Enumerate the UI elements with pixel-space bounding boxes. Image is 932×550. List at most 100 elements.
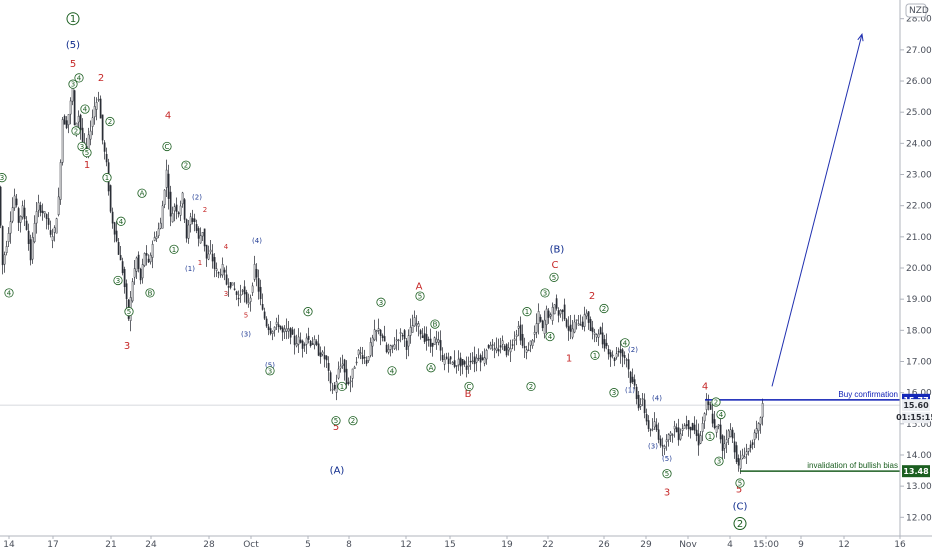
y-tick-label: 21.00 xyxy=(906,233,932,243)
candle-body xyxy=(445,356,448,359)
invalidation-label: invalidation of bullish bias xyxy=(807,461,898,470)
candle-body xyxy=(723,443,726,449)
wave-label: 5 xyxy=(334,417,338,425)
candle xyxy=(313,335,316,350)
candle xyxy=(637,391,640,411)
wave-label: (5) xyxy=(662,455,672,463)
candle-body xyxy=(599,327,602,335)
candle xyxy=(291,326,294,335)
candle xyxy=(595,333,598,342)
wave-label: 5 xyxy=(418,293,422,301)
candle-body xyxy=(231,282,234,286)
wave-label: 3 xyxy=(116,277,120,285)
candle xyxy=(147,254,150,263)
candle xyxy=(155,231,158,243)
candle-body xyxy=(155,236,158,239)
candle xyxy=(613,356,616,367)
price-axis[interactable]: 28.00 27.00 26.00 25.00 24.00 23.00 22.00 21.00… xyxy=(899,0,932,550)
candle-body xyxy=(747,447,750,452)
x-tick-label: 9 xyxy=(798,540,804,550)
candle xyxy=(397,338,400,351)
candle-body xyxy=(131,281,134,302)
candle-body xyxy=(661,445,664,447)
candle-body xyxy=(591,327,594,333)
candle-body xyxy=(541,320,544,329)
y-tick-label: 13.00 xyxy=(906,482,932,492)
candle-body xyxy=(65,120,68,129)
candle xyxy=(171,206,174,223)
candle xyxy=(121,257,124,276)
candle xyxy=(519,316,522,345)
candle xyxy=(9,211,12,244)
candle-body xyxy=(113,222,116,235)
candle xyxy=(741,448,744,460)
candle-body xyxy=(577,323,580,326)
wave-label-circle xyxy=(68,79,78,89)
candle xyxy=(669,431,672,443)
candle xyxy=(597,329,600,346)
candle-body xyxy=(493,348,496,351)
wave-label: 1 xyxy=(84,160,90,171)
wave-label: 4 xyxy=(165,110,171,121)
candle-body xyxy=(521,333,524,346)
candle-body xyxy=(175,204,178,212)
candle-body xyxy=(349,380,352,383)
candle-body xyxy=(627,359,630,370)
candle-body xyxy=(549,314,552,317)
candle-body xyxy=(241,290,244,292)
wave-label-circle xyxy=(620,338,630,348)
candle-body xyxy=(281,327,284,333)
candle xyxy=(527,342,530,352)
candle xyxy=(693,416,696,435)
wave-label: 3 xyxy=(379,299,383,307)
candle xyxy=(617,347,620,357)
candle-body xyxy=(35,211,38,224)
candle xyxy=(729,423,732,438)
candle xyxy=(701,416,704,442)
candle xyxy=(69,97,72,125)
wave-label-circle xyxy=(415,291,425,301)
candle xyxy=(703,412,706,429)
candle xyxy=(417,321,420,337)
candle xyxy=(495,337,498,354)
candle xyxy=(253,255,256,282)
candle-body xyxy=(519,324,522,341)
x-tick-label: 16 xyxy=(894,540,906,550)
candle xyxy=(197,226,200,247)
candle-body xyxy=(369,342,372,356)
candle-body xyxy=(473,356,476,365)
wave-label-circle xyxy=(303,307,313,317)
wave-label: 1 xyxy=(70,14,76,25)
candle xyxy=(445,352,448,360)
time-axis[interactable]: 14 17 21 24 28 Oct 5 8 12 15 19 22 26 29 Nov 4 15:00 9 12 1… xyxy=(0,535,932,550)
candle-body xyxy=(645,414,648,422)
candle xyxy=(143,252,146,268)
wave-label: 4 xyxy=(548,333,553,341)
candle-body xyxy=(385,344,388,353)
candle-body xyxy=(631,376,634,382)
candle-body xyxy=(733,441,736,453)
candle xyxy=(647,415,650,432)
candle-body xyxy=(477,357,480,360)
wave-label: (4) xyxy=(652,394,662,402)
candle xyxy=(627,353,630,378)
candle xyxy=(403,328,406,348)
candle xyxy=(395,329,398,351)
candle xyxy=(307,327,310,344)
candle xyxy=(135,256,138,280)
candle xyxy=(311,337,314,345)
candle-body xyxy=(545,308,548,325)
candle-body xyxy=(363,357,366,359)
candle-body xyxy=(283,328,286,333)
candle xyxy=(567,316,570,341)
candle-body xyxy=(23,207,26,220)
candle xyxy=(321,350,324,357)
wave-label: B xyxy=(148,289,153,297)
candle xyxy=(621,348,624,368)
wave-label-circle xyxy=(599,303,609,314)
candle xyxy=(469,352,472,370)
candle-body xyxy=(475,357,478,363)
candle xyxy=(473,346,476,373)
candle xyxy=(113,221,116,243)
